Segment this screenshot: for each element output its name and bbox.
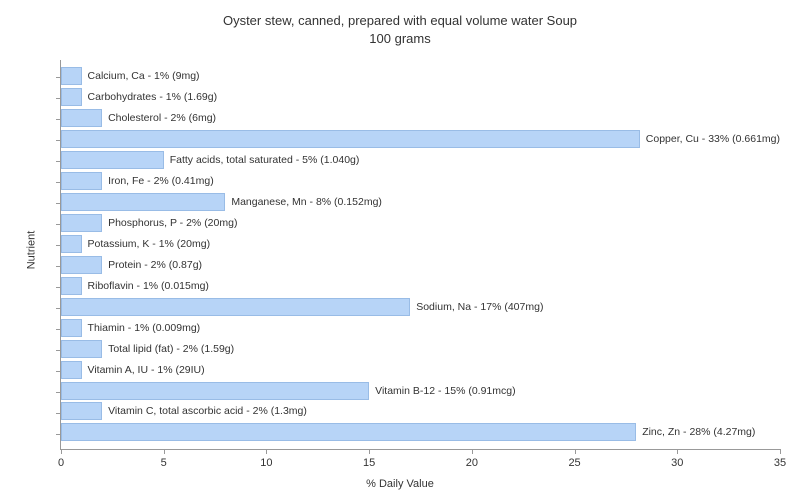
bar [61, 277, 82, 295]
bar-row: Fatty acids, total saturated - 5% (1.040… [61, 151, 780, 169]
bar-label: Carbohydrates - 1% (1.69g) [88, 91, 218, 103]
bar-label: Copper, Cu - 33% (0.661mg) [646, 133, 780, 145]
x-tick [780, 449, 781, 454]
bar-label: Zinc, Zn - 28% (4.27mg) [642, 426, 755, 438]
x-tick-label: 15 [363, 457, 375, 469]
chart-title: Oyster stew, canned, prepared with equal… [0, 12, 800, 48]
x-tick [575, 449, 576, 454]
bar-label: Vitamin B-12 - 15% (0.91mcg) [375, 385, 515, 397]
bar [61, 319, 82, 337]
bar-label: Protein - 2% (0.87g) [108, 259, 202, 271]
bar-label: Cholesterol - 2% (6mg) [108, 112, 216, 124]
bar-row: Manganese, Mn - 8% (0.152mg) [61, 193, 780, 211]
bar [61, 402, 102, 420]
plot-area: 05101520253035 Calcium, Ca - 1% (9mg)Car… [60, 60, 780, 450]
bar [61, 88, 82, 106]
bar [61, 361, 82, 379]
bar [61, 214, 102, 232]
bar-label: Total lipid (fat) - 2% (1.59g) [108, 343, 234, 355]
bar [61, 340, 102, 358]
x-tick-label: 20 [466, 457, 478, 469]
bar-row: Riboflavin - 1% (0.015mg) [61, 277, 780, 295]
bar-label: Calcium, Ca - 1% (9mg) [88, 70, 200, 82]
bar-row: Thiamin - 1% (0.009mg) [61, 319, 780, 337]
bar-label: Iron, Fe - 2% (0.41mg) [108, 175, 214, 187]
bar-label: Manganese, Mn - 8% (0.152mg) [231, 196, 382, 208]
bar-row: Vitamin C, total ascorbic acid - 2% (1.3… [61, 402, 780, 420]
bar [61, 235, 82, 253]
bar-row: Potassium, K - 1% (20mg) [61, 235, 780, 253]
x-tick [164, 449, 165, 454]
bar-row: Vitamin A, IU - 1% (29IU) [61, 361, 780, 379]
title-line-2: 100 grams [369, 31, 430, 46]
bar-label: Thiamin - 1% (0.009mg) [88, 322, 201, 334]
bar-label: Vitamin C, total ascorbic acid - 2% (1.3… [108, 405, 307, 417]
bar-row: Cholesterol - 2% (6mg) [61, 109, 780, 127]
bar-row: Protein - 2% (0.87g) [61, 256, 780, 274]
bar-row: Total lipid (fat) - 2% (1.59g) [61, 340, 780, 358]
bars-group: Calcium, Ca - 1% (9mg) Carbohydrates - 1%… [61, 66, 780, 443]
bar-row: Calcium, Ca - 1% (9mg) [61, 67, 780, 85]
title-line-1: Oyster stew, canned, prepared with equal… [223, 13, 577, 28]
chart-container: Oyster stew, canned, prepared with equal… [0, 0, 800, 500]
bar [61, 423, 636, 441]
x-tick-label: 30 [671, 457, 683, 469]
bar [61, 256, 102, 274]
x-tick [472, 449, 473, 454]
x-tick-label: 5 [161, 457, 167, 469]
bar [61, 130, 640, 148]
bar-label: Riboflavin - 1% (0.015mg) [88, 280, 209, 292]
bar-row: Zinc, Zn - 28% (4.27mg) [61, 423, 780, 441]
y-axis-title: Nutrient [25, 231, 37, 270]
bar-row: Phosphorus, P - 2% (20mg) [61, 214, 780, 232]
bar [61, 298, 410, 316]
bar [61, 151, 164, 169]
x-axis-title: % Daily Value [0, 478, 800, 490]
bar-row: Vitamin B-12 - 15% (0.91mcg) [61, 382, 780, 400]
bar-label: Potassium, K - 1% (20mg) [88, 238, 211, 250]
bar-row: Carbohydrates - 1% (1.69g) [61, 88, 780, 106]
bar-label: Fatty acids, total saturated - 5% (1.040… [170, 154, 360, 166]
x-tick [677, 449, 678, 454]
x-tick-label: 25 [568, 457, 580, 469]
x-tick-label: 10 [260, 457, 272, 469]
x-tick [369, 449, 370, 454]
x-tick [61, 449, 62, 454]
bar-label: Phosphorus, P - 2% (20mg) [108, 217, 237, 229]
bar-label: Vitamin A, IU - 1% (29IU) [88, 364, 205, 376]
bar-row: Iron, Fe - 2% (0.41mg) [61, 172, 780, 190]
x-tick [266, 449, 267, 454]
bar-label: Sodium, Na - 17% (407mg) [416, 301, 543, 313]
bar [61, 193, 225, 211]
x-tick-label: 35 [774, 457, 786, 469]
bar [61, 172, 102, 190]
bar [61, 67, 82, 85]
bar [61, 382, 369, 400]
bar [61, 109, 102, 127]
bar-row: Sodium, Na - 17% (407mg) [61, 298, 780, 316]
bar-row: Copper, Cu - 33% (0.661mg) [61, 130, 780, 148]
x-tick-label: 0 [58, 457, 64, 469]
